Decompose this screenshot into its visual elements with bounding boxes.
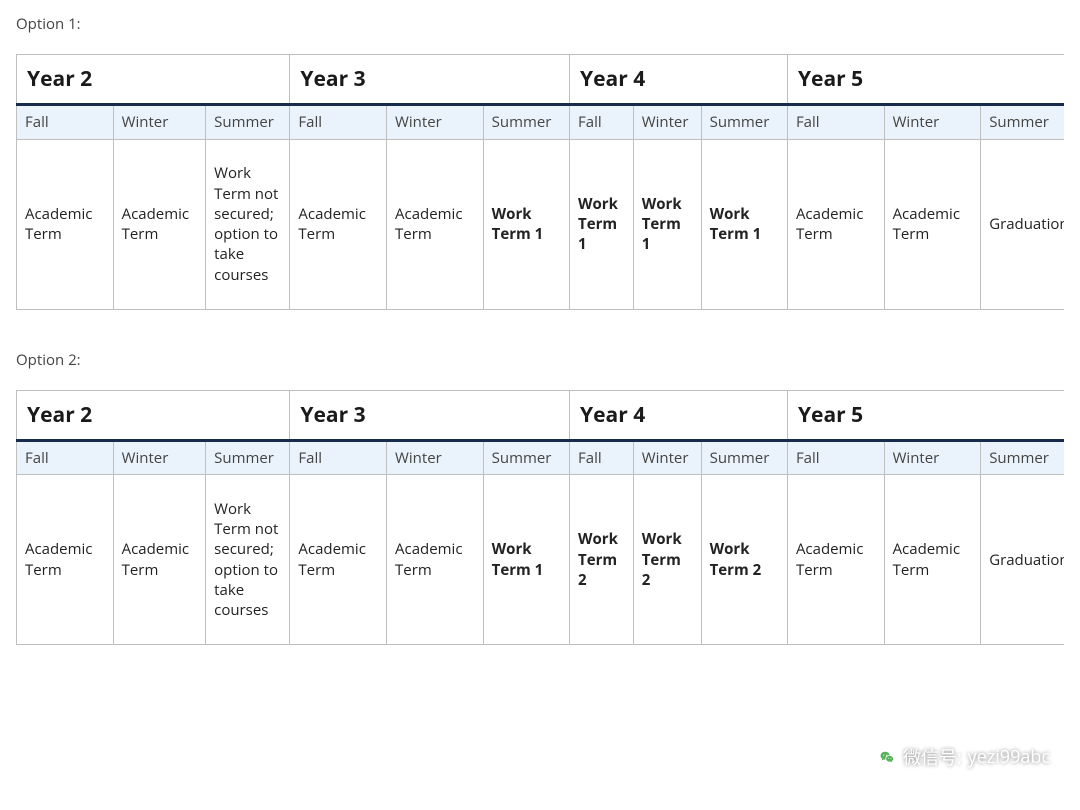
schedule-cell: Academic Term <box>290 475 387 645</box>
year-header: Year 5 <box>787 390 1064 440</box>
schedule-cell: Work Term 2 <box>701 475 787 645</box>
watermark-handle: yezi99abc <box>968 745 1050 769</box>
table-scroll-container[interactable]: Year 2Year 3Year 4Year 5FallWinterSummer… <box>16 54 1064 310</box>
term-header: Summer <box>483 440 569 474</box>
year-header: Year 5 <box>787 55 1064 105</box>
schedule-cell: Academic Term <box>113 475 206 645</box>
schedule-cell: Graduation <box>981 139 1064 309</box>
term-header: Summer <box>206 440 290 474</box>
term-header: Fall <box>17 440 114 474</box>
year-header: Year 4 <box>570 55 788 105</box>
term-header: Fall <box>570 105 634 139</box>
schedule-cell: Academic Term <box>884 475 981 645</box>
schedule-cell: Academic Term <box>787 475 884 645</box>
wechat-icon <box>877 747 897 767</box>
schedule-cell: Academic Term <box>884 139 981 309</box>
wechat-watermark: 微信号: yezi99abc <box>877 744 1050 770</box>
year-header: Year 4 <box>570 390 788 440</box>
schedule-cell: Academic Term <box>290 139 387 309</box>
schedule-cell: Work Term not secured; option to take co… <box>206 475 290 645</box>
term-header: Fall <box>570 440 634 474</box>
term-header: Winter <box>633 440 701 474</box>
year-header: Year 3 <box>290 390 570 440</box>
term-header: Summer <box>206 105 290 139</box>
year-header: Year 2 <box>17 55 290 105</box>
schedule-cell: Academic Term <box>787 139 884 309</box>
schedule-table: Year 2Year 3Year 4Year 5FallWinterSummer… <box>16 390 1064 646</box>
year-header: Year 2 <box>17 390 290 440</box>
schedule-cell: Graduation <box>981 475 1064 645</box>
term-header: Summer <box>701 105 787 139</box>
term-header: Winter <box>884 440 981 474</box>
term-header: Fall <box>290 440 387 474</box>
term-header: Winter <box>113 105 206 139</box>
schedule-cell: Work Term 1 <box>701 139 787 309</box>
term-header: Fall <box>17 105 114 139</box>
term-header: Fall <box>787 440 884 474</box>
schedule-cell: Academic Term <box>387 475 484 645</box>
schedule-cell: Academic Term <box>387 139 484 309</box>
term-header: Fall <box>787 105 884 139</box>
schedule-table: Year 2Year 3Year 4Year 5FallWinterSummer… <box>16 54 1064 310</box>
schedule-cell: Work Term 2 <box>633 475 701 645</box>
schedule-cell: Work Term not secured; option to take co… <box>206 139 290 309</box>
term-header: Winter <box>113 440 206 474</box>
term-header: Summer <box>701 440 787 474</box>
schedule-cell: Work Term 1 <box>483 475 569 645</box>
schedule-cell: Work Term 1 <box>633 139 701 309</box>
schedule-cell: Work Term 2 <box>570 475 634 645</box>
term-header: Winter <box>884 105 981 139</box>
schedule-cell: Work Term 1 <box>483 139 569 309</box>
schedule-cell: Work Term 1 <box>570 139 634 309</box>
term-header: Winter <box>387 105 484 139</box>
term-header: Fall <box>290 105 387 139</box>
schedule-cell: Academic Term <box>17 139 114 309</box>
option-label: Option 2: <box>16 350 1064 370</box>
schedule-cell: Academic Term <box>113 139 206 309</box>
term-header: Summer <box>483 105 569 139</box>
watermark-prefix: 微信号: <box>903 744 962 770</box>
term-header: Summer <box>981 440 1064 474</box>
option-label: Option 1: <box>16 14 1064 34</box>
term-header: Winter <box>387 440 484 474</box>
term-header: Summer <box>981 105 1064 139</box>
schedule-cell: Academic Term <box>17 475 114 645</box>
year-header: Year 3 <box>290 55 570 105</box>
term-header: Winter <box>633 105 701 139</box>
table-scroll-container[interactable]: Year 2Year 3Year 4Year 5FallWinterSummer… <box>16 390 1064 646</box>
